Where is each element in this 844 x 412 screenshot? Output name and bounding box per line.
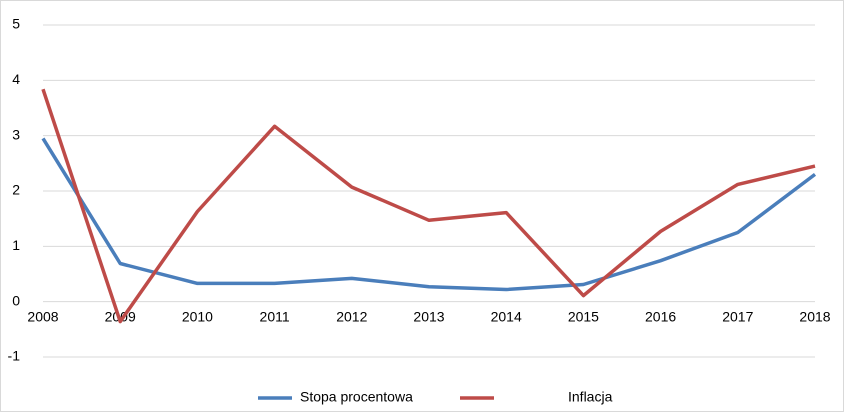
y-tick-label: 2: [12, 182, 20, 198]
data-line: [41, 137, 817, 292]
x-tick-label: 2016: [645, 308, 676, 324]
x-tick-label: 2012: [336, 308, 367, 324]
x-tick-label: 2008: [27, 308, 58, 324]
x-tick-label: 2014: [491, 308, 522, 324]
y-tick-label: 0: [12, 292, 20, 308]
x-tick-label: 2017: [722, 308, 753, 324]
data-line: [41, 88, 816, 324]
x-tick-label: 2018: [799, 308, 830, 324]
y-tick-label: 3: [12, 126, 20, 142]
x-tick-label: 2011: [260, 308, 290, 324]
y-tick-label: -1: [8, 348, 21, 364]
legend-label: Inflacja: [568, 389, 613, 405]
y-tick-label: 5: [12, 16, 20, 32]
legend-label: Stopa procentowa: [300, 389, 413, 405]
x-tick-label: 2013: [413, 308, 444, 324]
x-tick-label: 2015: [568, 308, 599, 324]
y-tick-label: 4: [12, 71, 20, 87]
x-tick-label: 2010: [182, 308, 213, 324]
y-tick-label: 1: [12, 237, 20, 253]
